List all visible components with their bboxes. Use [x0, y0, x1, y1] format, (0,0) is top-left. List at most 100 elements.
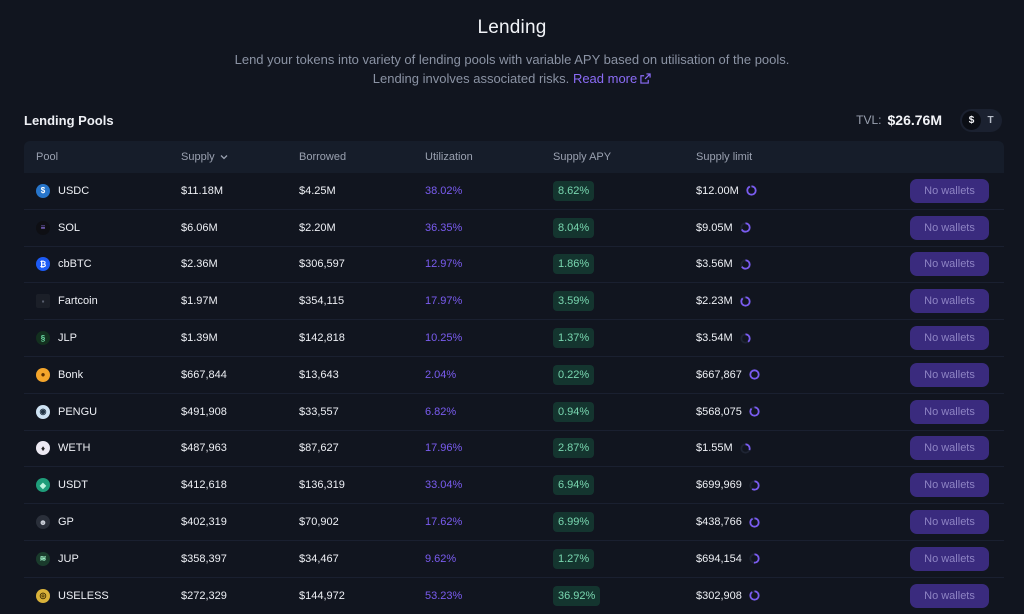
no-wallets-button[interactable]: No wallets	[910, 473, 989, 498]
page-title: Lending	[477, 17, 547, 38]
no-wallets-button[interactable]: No wallets	[910, 326, 989, 351]
table-row[interactable]: ♦ WETH $487,963 $87,627 17.96% 2.87% $1.…	[24, 431, 1004, 468]
table-row[interactable]: ☻ GP $402,319 $70,902 17.62% 6.99% $438,…	[24, 504, 1004, 541]
apy-cell: 8.04%	[553, 217, 696, 238]
pool-name: USDC	[58, 184, 90, 197]
utilization-cell: 36.35%	[425, 221, 463, 234]
apy-badge: 6.99%	[553, 512, 595, 533]
table-row[interactable]: ◉ PENGU $491,908 $33,557 6.82% 0.94% $56…	[24, 394, 1004, 431]
supply-limit-value: $694,154	[696, 552, 742, 565]
supply-limit-value: $1.55M	[696, 442, 733, 455]
no-wallets-button[interactable]: No wallets	[910, 215, 989, 240]
table-row[interactable]: ◎ USELESS $272,329 $144,972 53.23% 36.92…	[24, 578, 1004, 614]
no-wallets-button[interactable]: No wallets	[910, 252, 989, 277]
read-more-link[interactable]: Read more	[573, 71, 651, 86]
supply-limit-cell: $12.00M	[696, 185, 846, 197]
table-row[interactable]: ◆ USDT $412,618 $136,319 33.04% 6.94% $6…	[24, 467, 1004, 505]
utilization-cell: 17.97%	[425, 295, 463, 308]
column-supply-label: Supply	[181, 151, 215, 163]
progress-ring-icon	[749, 369, 760, 380]
sol-icon: ≡	[36, 220, 50, 235]
pool-name: PENGU	[58, 405, 98, 418]
no-wallets-button[interactable]: No wallets	[910, 510, 989, 535]
pool-name: JUP	[58, 552, 79, 565]
supply-limit-value: $302,908	[696, 589, 742, 602]
supply-cell: $667,844	[181, 368, 227, 381]
pool-name: USDT	[58, 479, 88, 492]
supply-limit-cell: $9.05M	[696, 222, 846, 234]
borrowed-cell: $33,557	[299, 405, 339, 418]
table-row[interactable]: § JLP $1.39M $142,818 10.25% 1.37% $3.54…	[24, 320, 1004, 357]
page-description: Lend your tokens into variety of lending…	[0, 50, 1024, 88]
column-supply-limit[interactable]: Supply limit	[696, 151, 753, 163]
column-supply[interactable]: Supply	[181, 151, 299, 163]
column-utilization[interactable]: Utilization	[425, 151, 473, 163]
pool-cell: ◎ USELESS	[24, 588, 181, 603]
supply-cell: $1.97M	[181, 295, 218, 308]
pool-cell: ● Bonk	[24, 367, 181, 382]
no-wallets-button[interactable]: No wallets	[910, 546, 989, 571]
progress-ring-icon	[740, 443, 751, 454]
apy-cell: 6.99%	[553, 512, 696, 533]
borrowed-cell: $13,643	[299, 368, 339, 381]
utilization-cell: 6.82%	[425, 405, 457, 418]
supply-limit-value: $3.54M	[696, 332, 733, 345]
borrowed-cell: $306,597	[299, 258, 345, 271]
borrowed-cell: $34,467	[299, 552, 339, 565]
supply-cell: $6.06M	[181, 221, 218, 234]
pool-cell: $ USDC	[24, 183, 181, 198]
no-wallets-button[interactable]: No wallets	[910, 178, 989, 203]
table-row[interactable]: ₿ cbBTC $2.36M $306,597 12.97% 1.86% $3.…	[24, 247, 1004, 284]
no-wallets-button[interactable]: No wallets	[910, 289, 989, 314]
column-pool[interactable]: Pool	[36, 151, 59, 163]
toggle-dollar[interactable]: $	[962, 110, 981, 130]
weth-icon: ♦	[36, 441, 50, 456]
risk-text: Lending involves associated risks.	[372, 71, 570, 86]
table-row[interactable]: $ USDC $11.18M $4.25M 38.02% 8.62% $12.0…	[24, 173, 1004, 210]
no-wallets-button[interactable]: No wallets	[910, 362, 989, 387]
progress-ring-icon	[749, 553, 760, 564]
pool-cell: ♦ WETH	[24, 441, 181, 456]
no-wallets-button[interactable]: No wallets	[910, 583, 989, 608]
toggle-token[interactable]: T	[987, 114, 994, 126]
apy-badge: 8.04%	[553, 217, 595, 238]
section-title: Lending Pools	[24, 112, 114, 128]
supply-limit-cell: $1.55M	[696, 442, 846, 454]
apy-cell: 3.59%	[553, 291, 696, 312]
supply-cell: $491,908	[181, 405, 227, 418]
action-cell: No wallets	[846, 436, 1004, 461]
pool-name: JLP	[58, 332, 77, 345]
pool-cell: ▪ Fartcoin	[24, 294, 181, 309]
table-row[interactable]: ≡ SOL $6.06M $2.20M 36.35% 8.04% $9.05M …	[24, 210, 1004, 247]
borrowed-cell: $136,319	[299, 479, 345, 492]
action-cell: No wallets	[846, 252, 1004, 277]
table-row[interactable]: ● Bonk $667,844 $13,643 2.04% 0.22% $667…	[24, 357, 1004, 394]
supply-limit-cell: $3.54M	[696, 332, 846, 344]
table-row[interactable]: ▪ Fartcoin $1.97M $354,115 17.97% 3.59% …	[24, 283, 1004, 321]
column-supply-apy[interactable]: Supply APY	[553, 151, 612, 163]
action-cell: No wallets	[846, 510, 1004, 535]
tvl-value: $26.76M	[887, 112, 942, 128]
table-row[interactable]: ≋ JUP $358,397 $34,467 9.62% 1.27% $694,…	[24, 541, 1004, 578]
apy-badge: 1.27%	[553, 548, 595, 569]
supply-limit-value: $699,969	[696, 479, 742, 492]
currency-toggle[interactable]: $ T	[960, 108, 1002, 132]
column-borrowed[interactable]: Borrowed	[299, 151, 347, 163]
apy-cell: 1.27%	[553, 548, 696, 569]
action-cell: No wallets	[846, 362, 1004, 387]
jlp-icon: §	[36, 331, 50, 346]
supply-cell: $487,963	[181, 442, 227, 455]
borrowed-cell: $142,818	[299, 332, 345, 345]
apy-cell: 8.62%	[553, 180, 696, 201]
bonk-icon: ●	[36, 367, 50, 382]
supply-limit-value: $9.05M	[696, 221, 733, 234]
action-cell: No wallets	[846, 583, 1004, 608]
borrowed-cell: $87,627	[299, 442, 339, 455]
apy-badge: 8.62%	[553, 180, 595, 201]
supply-cell: $412,618	[181, 479, 227, 492]
action-cell: No wallets	[846, 399, 1004, 424]
no-wallets-button[interactable]: No wallets	[910, 436, 989, 461]
pool-name: Fartcoin	[58, 295, 98, 308]
utilization-cell: 9.62%	[425, 552, 457, 565]
no-wallets-button[interactable]: No wallets	[910, 399, 989, 424]
